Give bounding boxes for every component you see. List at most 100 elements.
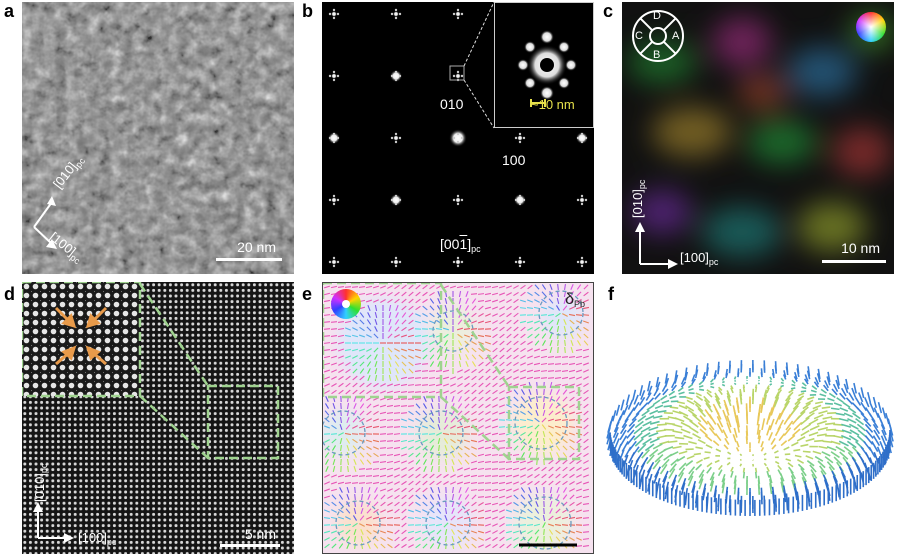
displacement-arrow bbox=[506, 312, 512, 318]
displacement-arrow bbox=[366, 334, 372, 338]
displacement-arrow bbox=[570, 284, 574, 290]
spin-vector bbox=[766, 470, 770, 478]
displacement-arrow bbox=[569, 488, 575, 492]
displacement-arrow bbox=[437, 423, 441, 431]
displacement-arrow bbox=[555, 411, 561, 415]
displacement-arrow bbox=[506, 340, 512, 346]
spin-vector bbox=[672, 430, 683, 434]
spin-vector bbox=[649, 409, 659, 415]
displacement-arrow bbox=[366, 508, 372, 514]
scalebar-c bbox=[822, 260, 886, 263]
displacement-arrow bbox=[556, 325, 560, 333]
displacement-arrow bbox=[457, 417, 463, 423]
displacement-arrow bbox=[484, 475, 492, 477]
displacement-arrow bbox=[344, 320, 352, 324]
displacement-arrow bbox=[338, 432, 344, 436]
satellite-spot bbox=[456, 8, 460, 12]
displacement-arrow bbox=[331, 438, 337, 444]
displacement-arrow bbox=[548, 529, 554, 535]
displacement-arrow bbox=[331, 376, 337, 380]
spin-vector bbox=[722, 380, 725, 384]
displacement-arrow bbox=[443, 481, 449, 485]
displacement-arrow bbox=[568, 426, 576, 428]
displacement-arrow bbox=[520, 474, 526, 478]
displacement-arrow bbox=[330, 433, 338, 435]
displacement-arrow bbox=[569, 501, 575, 507]
displacement-arrow bbox=[569, 452, 575, 458]
displacement-arrow bbox=[478, 375, 484, 381]
satellite-spot bbox=[398, 260, 402, 264]
spin-vector bbox=[638, 462, 646, 475]
spin-vector bbox=[879, 418, 886, 430]
displacement-arrow bbox=[380, 299, 386, 303]
displacement-arrow bbox=[582, 355, 590, 359]
displacement-arrow bbox=[457, 403, 463, 409]
displacement-arrow bbox=[513, 389, 519, 395]
spin-vector bbox=[688, 466, 696, 475]
tem-image bbox=[22, 2, 294, 274]
displacement-arrow bbox=[456, 481, 464, 485]
displacement-arrow bbox=[547, 370, 555, 372]
displacement-arrow bbox=[471, 536, 477, 542]
displacement-arrow bbox=[408, 536, 414, 542]
spin-vector bbox=[813, 413, 824, 420]
displacement-arrow bbox=[534, 466, 540, 472]
spin-vector bbox=[811, 385, 818, 390]
spin-vector bbox=[814, 401, 824, 405]
displacement-arrow bbox=[344, 348, 352, 352]
displacement-arrow bbox=[423, 466, 427, 472]
displacement-arrow bbox=[388, 360, 392, 368]
displacement-arrow bbox=[330, 530, 338, 534]
spin-vector bbox=[816, 420, 827, 426]
dir-label-text: [100] bbox=[78, 530, 107, 545]
displacement-arrow bbox=[575, 348, 583, 352]
spin-vector bbox=[798, 392, 805, 397]
displacement-arrow bbox=[445, 535, 447, 543]
displacement-arrow bbox=[527, 501, 533, 507]
displacement-arrow bbox=[337, 524, 345, 526]
satellite-spot bbox=[328, 260, 332, 264]
displacement-arrow bbox=[372, 292, 380, 296]
displacement-arrow bbox=[520, 396, 526, 402]
displacement-arrow bbox=[506, 354, 512, 360]
displacement-arrow bbox=[562, 452, 568, 458]
displacement-arrow bbox=[422, 291, 428, 297]
displacement-arrow bbox=[499, 543, 505, 549]
spin-vector bbox=[721, 473, 726, 483]
satellite-spot bbox=[328, 12, 332, 16]
spin-vector bbox=[800, 443, 809, 448]
displacement-arrow bbox=[549, 451, 553, 459]
displacement-arrow bbox=[575, 509, 583, 513]
displacement-arrow bbox=[421, 377, 429, 379]
displacement-arrow bbox=[379, 474, 387, 478]
displacement-arrow bbox=[569, 445, 575, 451]
displacement-arrow bbox=[527, 536, 533, 542]
displacement-arrow bbox=[477, 482, 485, 484]
displacement-arrow bbox=[562, 494, 568, 500]
displacement-arrow bbox=[395, 305, 399, 311]
displacement-arrow bbox=[380, 494, 386, 500]
displacement-arrow bbox=[492, 313, 498, 317]
displacement-arrow bbox=[583, 389, 589, 395]
displacement-arrow bbox=[549, 535, 553, 543]
wheel-label-c: C bbox=[635, 30, 643, 42]
displacement-arrow bbox=[470, 489, 478, 491]
displacement-arrow bbox=[513, 396, 519, 402]
displacement-arrow bbox=[513, 312, 519, 318]
spin-vector bbox=[687, 475, 694, 487]
displacement-arrow bbox=[429, 341, 435, 345]
displacement-arrow bbox=[582, 502, 590, 506]
displacement-arrow bbox=[527, 299, 533, 303]
spin-vector bbox=[659, 440, 670, 445]
spin-vector bbox=[783, 370, 787, 378]
displacement-arrow bbox=[535, 444, 539, 452]
displacement-arrow bbox=[401, 446, 407, 450]
displacement-arrow bbox=[393, 467, 401, 471]
spin-vector bbox=[669, 463, 677, 473]
displacement-arrow bbox=[465, 361, 469, 367]
displacement-arrow bbox=[365, 299, 373, 303]
displacement-arrow bbox=[407, 398, 415, 400]
displacement-arrow bbox=[372, 425, 380, 429]
displacement-arrow bbox=[367, 305, 371, 311]
spin-vector bbox=[835, 412, 845, 416]
